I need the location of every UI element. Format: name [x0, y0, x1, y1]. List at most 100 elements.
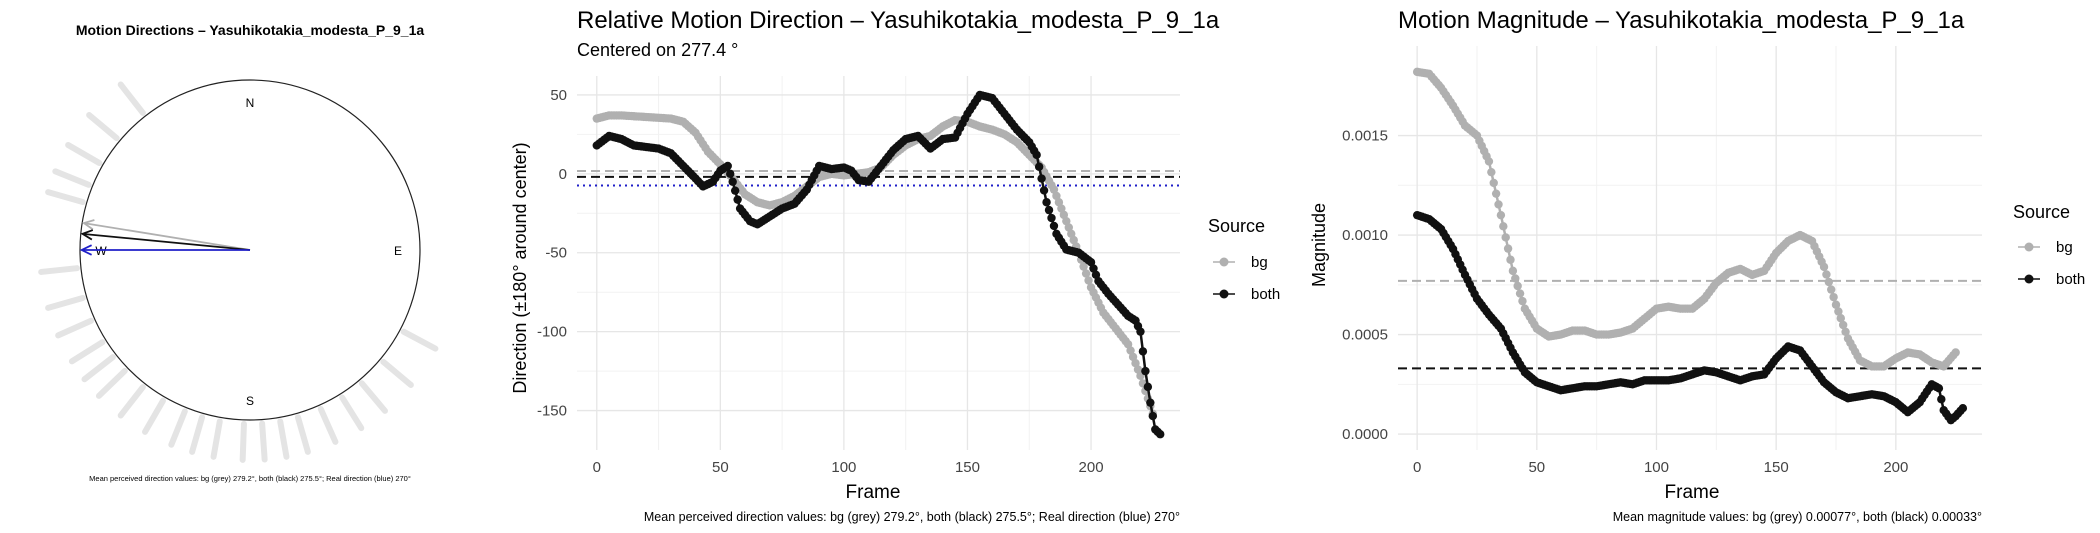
direction-ytick-label-3: -100 — [537, 324, 567, 341]
direction-title: Relative Motion Direction – Yasuhikotaki… — [577, 7, 1220, 34]
magnitude-xtick-label-1: 50 — [1528, 459, 1545, 476]
magnitude-point-bg — [1499, 222, 1508, 231]
compass-east-label: E — [394, 244, 402, 258]
polar-caption: Mean perceived direction values: bg (gre… — [89, 474, 411, 483]
direction-point-bg — [1084, 276, 1093, 285]
direction-point-bg — [1059, 210, 1069, 220]
direction-legend-bg-label: bg — [1251, 254, 1268, 271]
direction-subtitle: Centered on 277.4 ° — [577, 40, 738, 60]
magnitude-point-both — [1937, 395, 1946, 404]
direction-point-bg — [1079, 262, 1088, 271]
background-ray-13 — [168, 408, 188, 448]
direction-point-both — [1039, 186, 1049, 195]
direction-point-both — [1141, 366, 1150, 376]
magnitude-point-bg — [1822, 270, 1831, 279]
magnitude-xtick-label-3: 150 — [1764, 459, 1789, 476]
direction-arrows — [79, 219, 251, 256]
magnitude-point-bg — [1838, 320, 1848, 330]
direction-point-bg — [1123, 340, 1133, 349]
magnitude-point-bg — [1506, 255, 1515, 264]
magnitude-point-bg — [1829, 292, 1838, 302]
direction-ytick-label-4: -150 — [537, 403, 567, 420]
magnitude-caption: Mean magnitude values: bg (grey) 0.00077… — [1613, 510, 1982, 524]
direction-point-both — [1042, 198, 1051, 207]
direction-point-bg — [1133, 365, 1143, 374]
polar-title: Motion Directions – Yasuhikotakia_modest… — [76, 22, 425, 38]
background-ray-5 — [38, 265, 80, 275]
direction-point-both — [1047, 213, 1056, 223]
magnitude-point-bg — [1824, 277, 1834, 287]
direction-point-both — [1089, 264, 1098, 273]
magnitude-ytick-label-1: 0.0005 — [1342, 327, 1388, 344]
magnitude-point-bg — [1513, 281, 1522, 291]
direction-point-bg — [1062, 216, 1071, 226]
direction-point-bg — [1067, 229, 1076, 239]
magnitude-point-bg — [1951, 348, 1960, 357]
direction-point-bg — [1054, 198, 1064, 207]
magnitude-point-bg — [1819, 262, 1829, 272]
direction-point-both — [723, 161, 732, 171]
direction-point-both — [1143, 382, 1153, 392]
direction-point-bg — [1128, 352, 1138, 362]
direction-point-both — [728, 177, 737, 186]
direction-point-both — [1032, 150, 1041, 160]
magnitude-point-bg — [1503, 244, 1513, 253]
direction-xtick-label-1: 50 — [712, 459, 729, 476]
background-ray-22 — [358, 380, 388, 414]
direction-point-bg — [1069, 235, 1078, 245]
magnitude-xtick-label-2: 100 — [1644, 459, 1669, 476]
magnitude-point-both — [1958, 404, 1968, 413]
magnitude-ytick-label-0: 0.0000 — [1342, 426, 1388, 443]
background-ray-14 — [189, 414, 206, 455]
direction-point-bg — [1081, 269, 1091, 278]
magnitude-point-bg — [1518, 296, 1527, 306]
magnitude-point-bg — [1501, 233, 1510, 242]
direction-x-label: Frame — [846, 482, 901, 503]
direction-point-both — [1091, 270, 1101, 280]
direction-point-both — [1136, 327, 1145, 336]
magnitude-point-bg — [1508, 266, 1518, 276]
arrowhead-bg — [81, 219, 95, 231]
magnitude-title: Motion Magnitude – Yasuhikotakia_modesta… — [1398, 7, 1965, 34]
magnitude-point-bg — [1841, 327, 1850, 336]
background-ray-21 — [339, 394, 365, 432]
direction-legend-title: Source — [1208, 216, 1265, 236]
magnitude-tick-labels: 0 50 100 150 200 0.0000 0.0005 0.0010 0.0015 — [1342, 128, 1908, 476]
magnitude-y-label: Magnitude — [1309, 203, 1329, 287]
magnitude-point-bg — [1836, 314, 1845, 323]
direction-point-both — [1086, 258, 1096, 267]
polar-panel: Motion Directions – Yasuhikotakia_modest… — [38, 22, 439, 483]
magnitude-xtick-label-4: 200 — [1883, 459, 1908, 476]
magnitude-point-bg — [1511, 274, 1520, 283]
direction-line-both — [596, 93, 1162, 436]
background-ray-24 — [400, 328, 439, 352]
direction-xtick-label-2: 100 — [831, 459, 856, 476]
direction-point-both — [1146, 398, 1155, 407]
background-rays — [38, 81, 439, 463]
background-ray-10 — [95, 367, 128, 399]
magnitude-points — [1412, 67, 1968, 425]
direction-xtick-label-0: 0 — [593, 459, 601, 476]
background-ray-23 — [380, 358, 414, 388]
direction-point-bg — [1049, 185, 1059, 194]
direction-caption: Mean perceived direction values: bg (gre… — [644, 510, 1180, 524]
background-ray-8 — [68, 339, 106, 365]
compass-north-label: N — [246, 96, 255, 110]
background-ray-6 — [45, 294, 86, 311]
magnitude-line-both — [1416, 213, 1964, 422]
magnitude-point-bg — [1487, 167, 1496, 177]
direction-y-label: Direction (±180° around center) — [510, 142, 530, 393]
direction-panel: Relative Motion Direction – Yasuhikotaki… — [510, 7, 1280, 524]
magnitude-point-both — [1934, 384, 1944, 393]
direction-point-both — [733, 195, 742, 204]
direction-tick-labels: 0 50 100 150 200 50 0 -50 -100 -150 — [537, 87, 1104, 476]
magnitude-point-bg — [1515, 289, 1525, 298]
magnitude-legend-both-label: both — [2056, 271, 2085, 288]
direction-ytick-label-2: -50 — [545, 245, 567, 262]
magnitude-point-bg — [1834, 307, 1843, 316]
background-ray-3 — [52, 168, 92, 188]
direction-point-bg — [1064, 223, 1073, 232]
compass-south-label: S — [246, 394, 254, 408]
magnitude-point-bg — [1827, 285, 1836, 294]
